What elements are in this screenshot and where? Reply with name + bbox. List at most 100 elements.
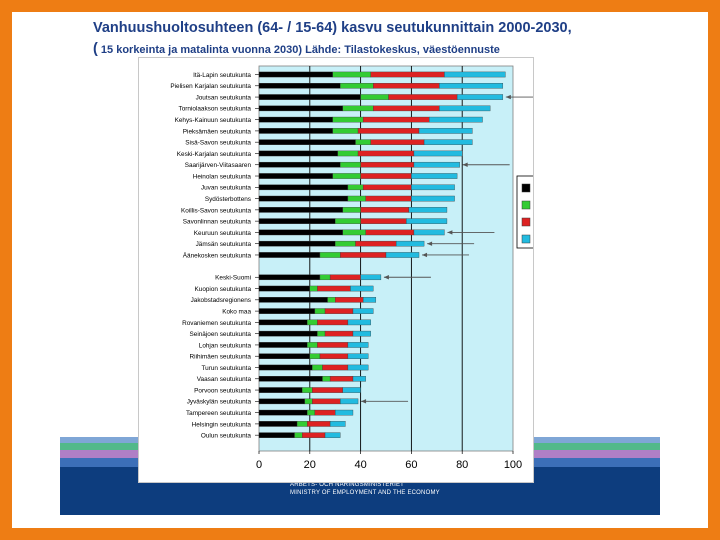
bar-segment-2020 — [329, 274, 361, 281]
row-label: Pielisen Karjalan seutukunta — [170, 83, 251, 90]
bar-segment-2000 — [258, 364, 313, 371]
bar-segment-2010 — [355, 139, 371, 145]
bar-segment-2020 — [324, 308, 354, 314]
row-label: Itä-Lapin seutukunta — [193, 72, 251, 79]
bar-segment-2010 — [342, 229, 366, 236]
bar-segment-2000 — [258, 139, 356, 145]
bar-segment-2020 — [314, 409, 336, 416]
bar-segment-2000 — [258, 342, 308, 348]
bar-segment-2020 — [373, 105, 440, 112]
bar-segment-2010 — [307, 409, 316, 416]
row-label: Juvan seutukunta — [201, 185, 252, 192]
bar-segment-2010 — [312, 364, 323, 371]
bar-segment-2010 — [340, 83, 374, 89]
bar-segment-2020 — [360, 173, 412, 179]
bar-segment-2020 — [312, 398, 341, 405]
bar-segment-2000 — [258, 161, 341, 168]
bar-segment-2030 — [429, 116, 483, 123]
bar-segment-2020 — [373, 83, 440, 89]
row-label: Keuruun seutukunta — [194, 230, 252, 237]
row-label: Oulun seutukunta — [201, 433, 252, 440]
bar-segment-2000 — [258, 173, 333, 179]
bar-segment-2010 — [335, 240, 356, 247]
row-label: Keski-Karjalan seutukunta — [177, 151, 252, 158]
bar-segment-2010 — [332, 128, 359, 134]
annotation-arrow-head — [383, 275, 389, 280]
annotation-arrow-head — [361, 399, 367, 404]
row-label: Lohjan seutukunta — [199, 342, 252, 349]
bar-segment-2000 — [258, 409, 308, 416]
bar-segment-2010 — [342, 105, 374, 112]
bar-segment-2020 — [302, 432, 326, 438]
bar-segment-2020 — [362, 184, 412, 191]
bar-segment-2020 — [312, 387, 343, 393]
bar-segment-2010 — [332, 116, 364, 123]
bar-segment-2010 — [337, 150, 359, 157]
x-tick-label: 20 — [304, 459, 316, 471]
row-label: Koillis-Savon seutukunta — [181, 207, 251, 214]
bar-segment-2030 — [335, 409, 354, 416]
bar-segment-2010 — [347, 184, 364, 191]
bar-segment-2000 — [258, 274, 321, 281]
bar-segment-2010 — [342, 207, 361, 213]
row-label: Joutsan seutukunta — [196, 94, 252, 101]
bar-segment-2010 — [302, 387, 313, 393]
row-label: Keski-Suomi — [215, 275, 251, 282]
row-label: Sydösterbottens — [205, 196, 251, 203]
x-tick-label: 40 — [354, 459, 366, 471]
bar-segment-2000 — [258, 116, 333, 123]
bar-segment-2020 — [324, 330, 354, 337]
bar-segment-2030 — [418, 128, 473, 134]
annotation-arrow-head — [447, 230, 453, 235]
chart-title: Vanhuushuoltosuhteen (64- / 15-64) kasvu… — [93, 20, 572, 36]
bar-segment-2020 — [365, 195, 412, 202]
bar-segment-2030 — [439, 83, 504, 89]
bar-segment-2030 — [324, 432, 341, 438]
bar-segment-2010 — [322, 376, 331, 382]
bar-segment-2020 — [319, 353, 349, 359]
bar-segment-2000 — [258, 376, 323, 382]
bar-segment-2020 — [307, 421, 331, 427]
x-tick-label: 60 — [405, 459, 417, 471]
bar-segment-2000 — [258, 128, 333, 134]
bar-segment-2030 — [360, 274, 382, 281]
bar-segment-2000 — [258, 297, 328, 303]
bar-segment-2030 — [340, 398, 359, 405]
bar-segment-2000 — [258, 195, 349, 202]
annotation-arrow-head — [462, 162, 468, 167]
bar-segment-2000 — [258, 308, 316, 314]
bar-segment-2010 — [314, 308, 326, 314]
bar-segment-2020 — [357, 150, 415, 157]
bar-segment-2020 — [365, 229, 415, 236]
bar-segment-2010 — [319, 274, 331, 281]
bar-segment-2030 — [411, 195, 455, 202]
bar-segment-2000 — [258, 83, 341, 89]
bar-segment-2020 — [360, 218, 407, 224]
bar-segment-2030 — [413, 150, 463, 157]
bar-segment-2010 — [307, 319, 318, 326]
bar-segment-2000 — [258, 207, 343, 213]
row-label: Kehys-Kainuun seutukunta — [175, 117, 252, 124]
footer-ministry-sv: ARBETS- OCH NÄRINGSMINISTERIET — [290, 482, 405, 488]
annotation-arrow-head — [505, 94, 511, 100]
x-tick-label: 80 — [456, 459, 468, 471]
bar-segment-2030 — [385, 252, 420, 258]
subtitle-paren: ( — [93, 41, 98, 57]
row-label: Vaasan seutukunta — [197, 376, 252, 383]
bar-segment-2010 — [309, 285, 318, 292]
bar-segment-2020 — [329, 376, 354, 382]
bar-segment-2030 — [408, 207, 448, 213]
row-label: Turun seutukunta — [202, 365, 252, 372]
annotation-arrow-head — [422, 252, 428, 258]
bar-segment-2010 — [327, 297, 336, 303]
bar-segment-2030 — [411, 173, 458, 179]
row-label: Tampereen seutukunta — [186, 410, 251, 417]
bar-segment-2030 — [347, 364, 369, 371]
bar-segment-2030 — [347, 319, 371, 326]
bar-segment-2030 — [352, 330, 371, 337]
bar-segment-2020 — [355, 240, 397, 247]
row-label: Seinäjoen seutukunta — [190, 331, 252, 338]
bar-segment-2030 — [342, 387, 361, 393]
bar-segment-2010 — [347, 195, 366, 202]
bar-segment-2000 — [258, 71, 333, 78]
